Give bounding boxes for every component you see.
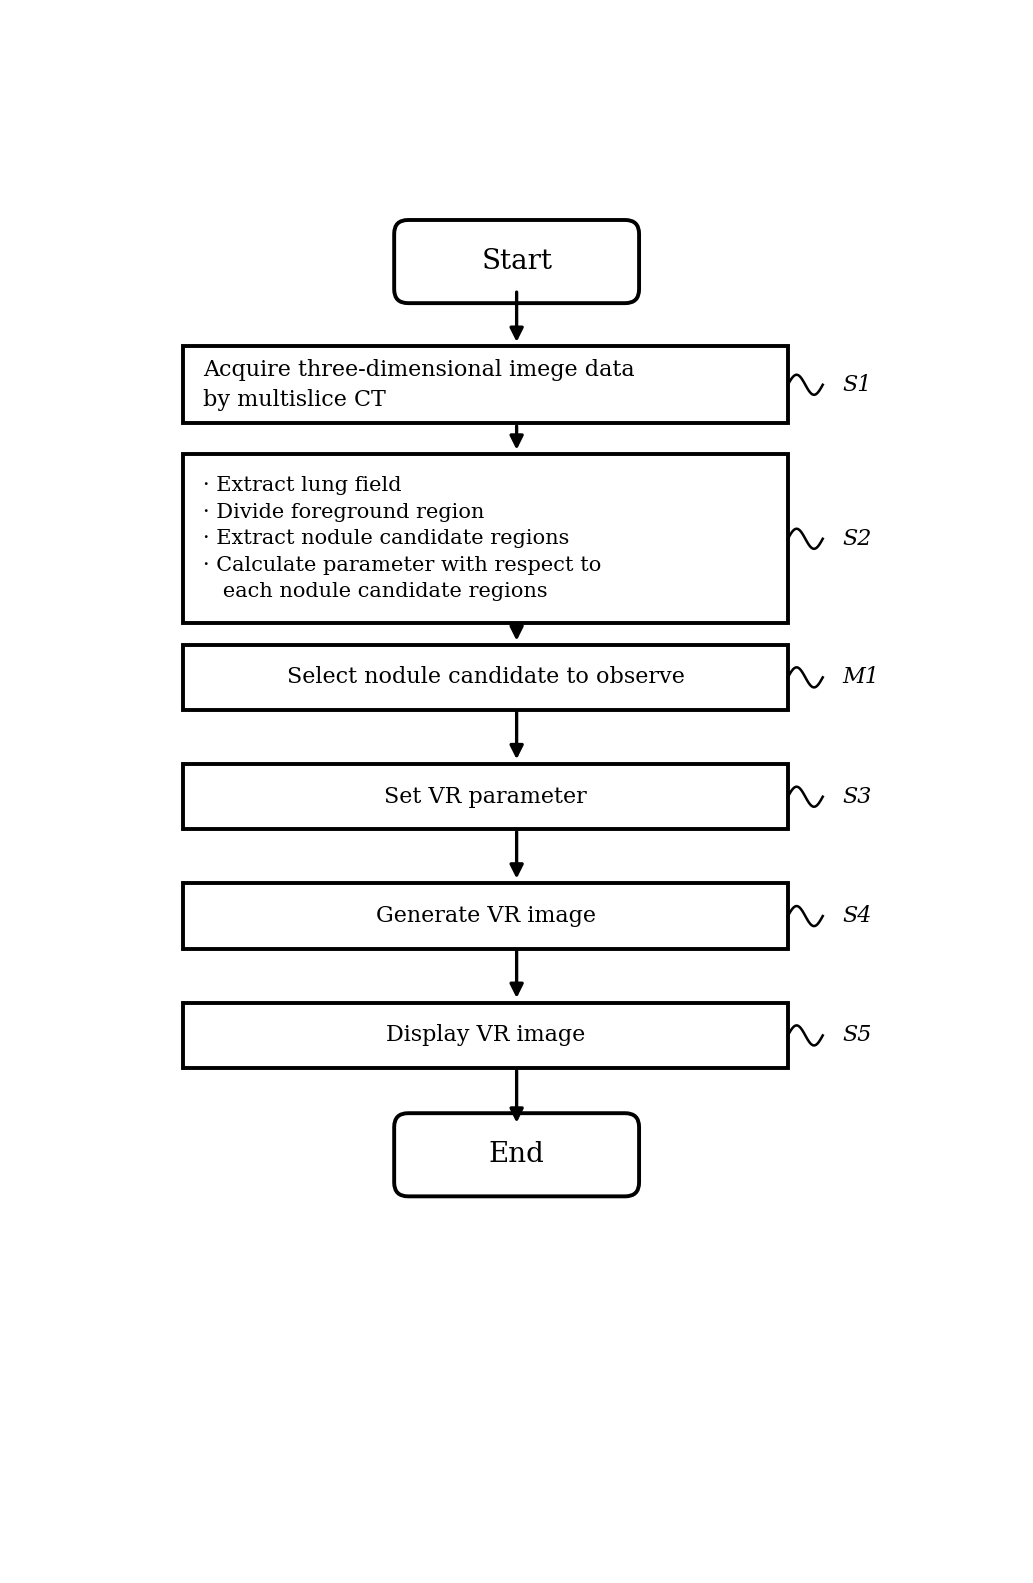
- Text: Generate VR image: Generate VR image: [376, 905, 596, 928]
- FancyBboxPatch shape: [184, 644, 788, 711]
- FancyBboxPatch shape: [395, 220, 639, 304]
- FancyBboxPatch shape: [184, 765, 788, 829]
- FancyBboxPatch shape: [395, 1113, 639, 1197]
- Text: S5: S5: [842, 1024, 872, 1046]
- FancyBboxPatch shape: [184, 883, 788, 948]
- Text: S2: S2: [842, 527, 872, 549]
- FancyBboxPatch shape: [184, 347, 788, 423]
- Text: End: End: [489, 1141, 544, 1168]
- FancyBboxPatch shape: [184, 1002, 788, 1069]
- Text: Acquire three-dimensional imege data
by multislice CT: Acquire three-dimensional imege data by …: [202, 358, 634, 412]
- FancyBboxPatch shape: [184, 454, 788, 624]
- Text: M1: M1: [842, 666, 879, 689]
- Text: S4: S4: [842, 905, 872, 928]
- Text: Set VR parameter: Set VR parameter: [384, 785, 587, 807]
- Text: S3: S3: [842, 785, 872, 807]
- Text: · Extract lung field
· Divide foreground region
· Extract nodule candidate regio: · Extract lung field · Divide foreground…: [202, 476, 601, 602]
- Text: Start: Start: [481, 249, 552, 275]
- Text: S1: S1: [842, 374, 872, 396]
- Text: Select nodule candidate to observe: Select nodule candidate to observe: [287, 666, 685, 689]
- Text: Display VR image: Display VR image: [386, 1024, 586, 1046]
